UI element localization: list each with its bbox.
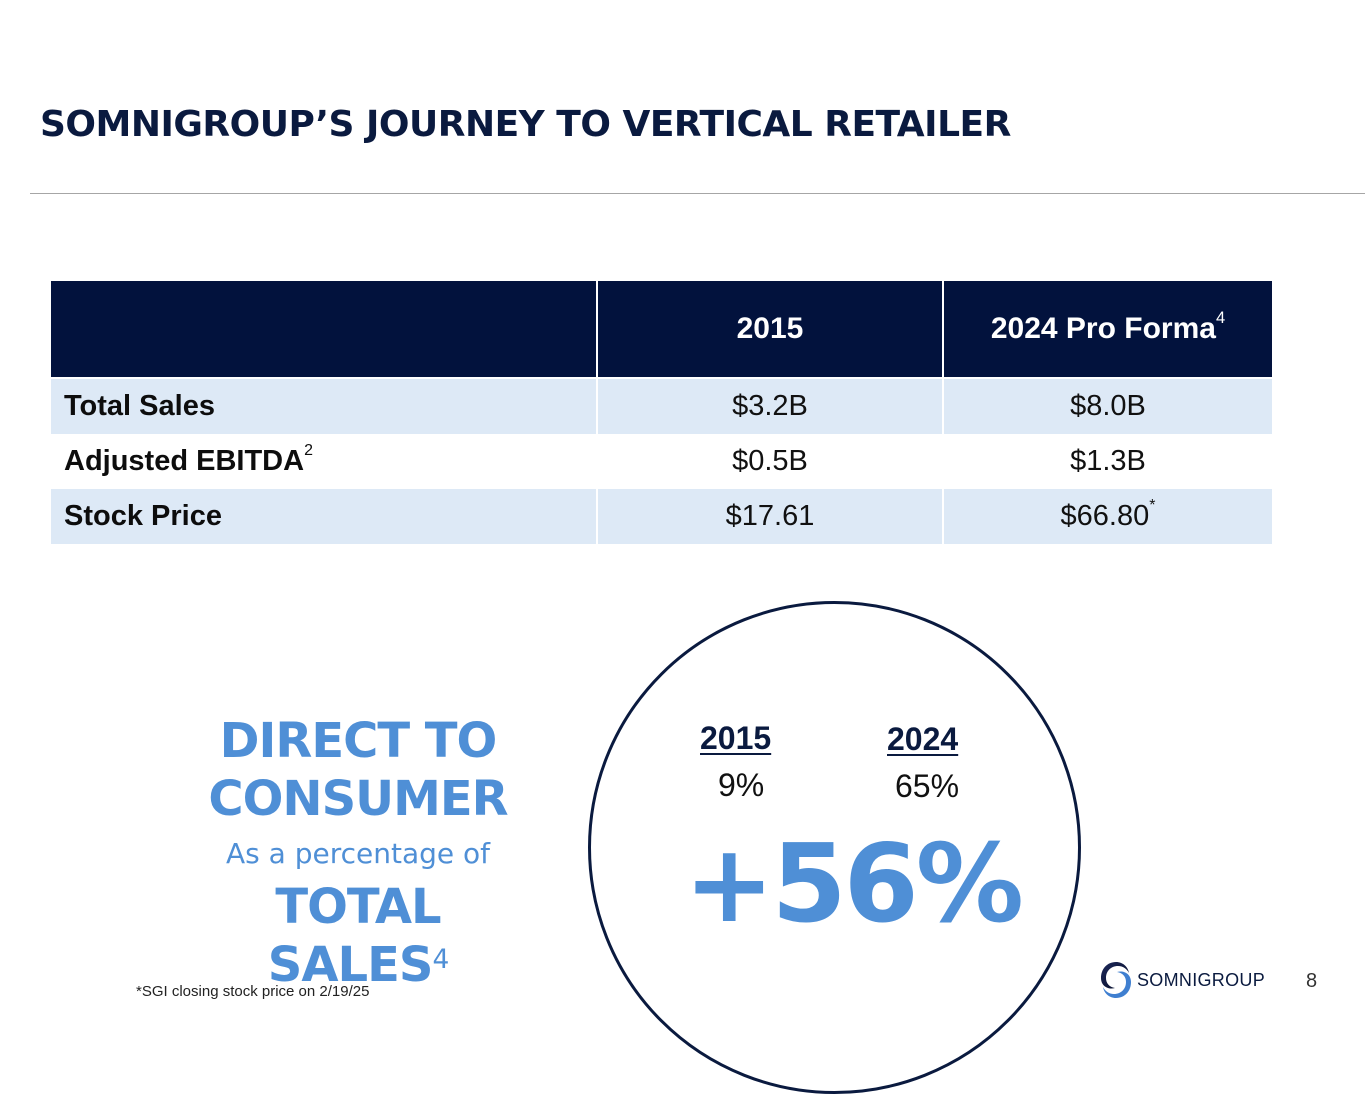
footnote-ref: 2 (304, 441, 313, 459)
value-2015: $0.5B (597, 434, 944, 489)
value-2015: $17.61 (597, 489, 944, 544)
value-2015: $3.2B (597, 379, 944, 434)
somnigroup-logo-icon (1101, 962, 1131, 998)
dtc-callout: DIRECT TO CONSUMER As a percentage of TO… (178, 712, 538, 994)
dtc-line-direct-to: DIRECT TO (219, 713, 498, 769)
table-row: Stock Price $17.61 $66.80* (51, 489, 1272, 544)
table-header-row: 2015 2024 Pro Forma4 (51, 281, 1272, 377)
footnote-ref: 4 (1215, 308, 1226, 327)
row-label: Stock Price (51, 489, 598, 544)
year-2015-label: 2015 (700, 720, 772, 756)
page-number: 8 (1306, 970, 1318, 992)
metrics-table: 2015 2024 Pro Forma4 Total Sales $3.2B $… (51, 281, 1272, 544)
dtc-change-value: +56% (684, 822, 1024, 947)
year-2024-label: 2024 (887, 721, 959, 757)
table-row: Adjusted EBITDA2 $0.5B $1.3B (51, 434, 1272, 489)
value-2024: $1.3B (1070, 445, 1146, 477)
value-2024: $66.80* (943, 489, 1272, 544)
company-logo: SOMNIGROUP (1099, 960, 1265, 1000)
footnote: *SGI closing stock price on 2/19/25 (136, 983, 370, 1000)
dtc-line-consumer: CONSUMER (208, 771, 508, 827)
value-2024: $8.0B (943, 379, 1272, 434)
row-label: Total Sales (51, 379, 598, 434)
title-divider (30, 193, 1365, 194)
dtc-pct-2015: 9% (718, 767, 765, 803)
row-label: Adjusted EBITDA2 (51, 434, 598, 489)
header-blank (51, 281, 598, 377)
logo-wordmark: SOMNIGROUP (1137, 969, 1266, 990)
slide-title: SOMNIGROUP’S JOURNEY TO VERTICAL RETAILE… (40, 104, 1011, 145)
footnote-ref: 4 (432, 943, 449, 975)
footnote-ref: * (1149, 496, 1156, 514)
dtc-pct-2024: 65% (895, 768, 960, 804)
dtc-line-total-sales: TOTAL SALES4 (267, 879, 449, 993)
header-2024-pro-forma: 2024 Pro Forma4 (943, 281, 1272, 377)
dtc-line-percentage-of: As a percentage of (226, 837, 490, 870)
header-2015: 2015 (597, 281, 944, 377)
table-row: Total Sales $3.2B $8.0B (51, 379, 1272, 434)
